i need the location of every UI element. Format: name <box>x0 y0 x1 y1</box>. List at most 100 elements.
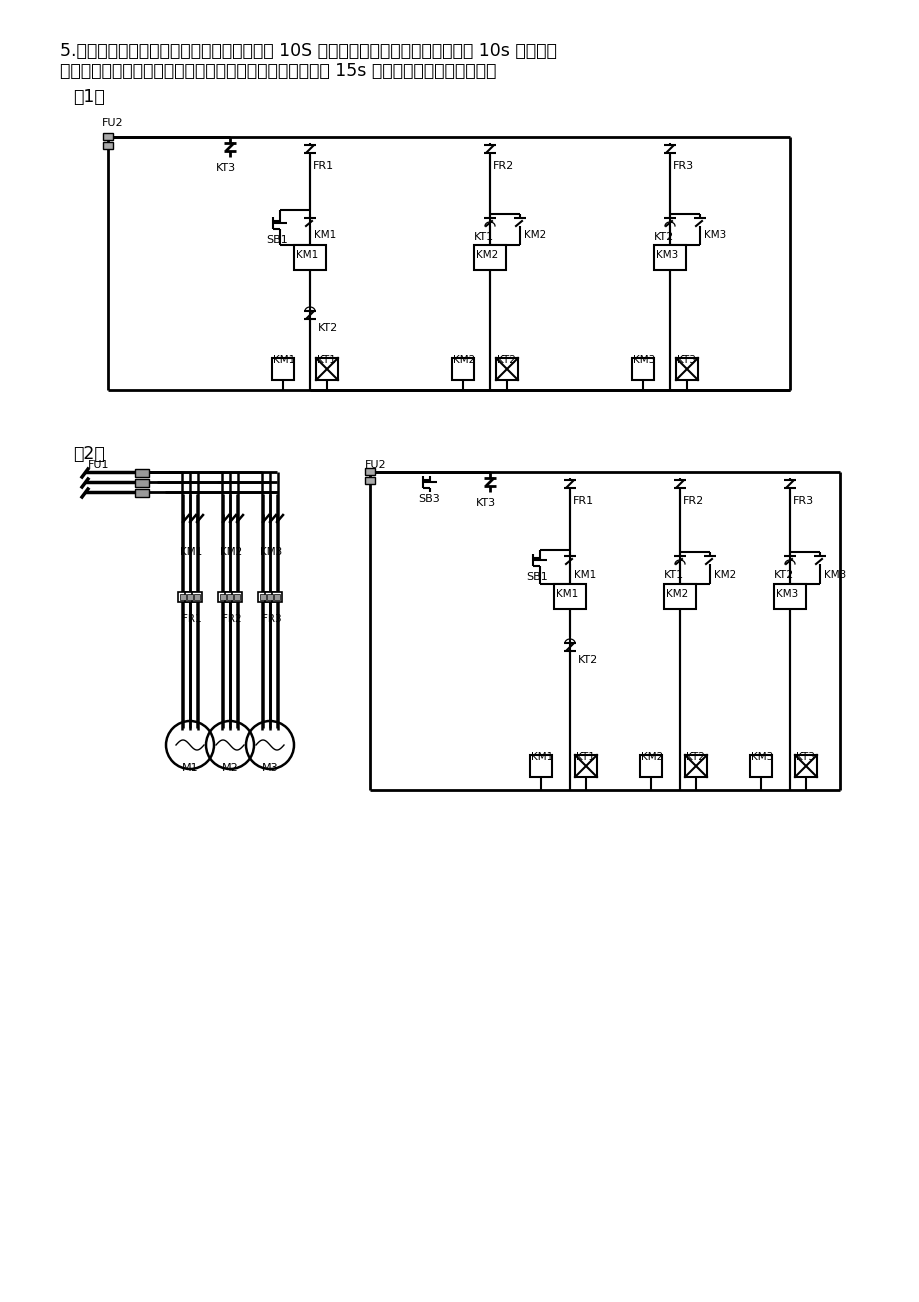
Bar <box>187 594 193 600</box>
Text: 台电动机停止运行并同时使第三台电动机自行起动，再运行 15s 后，电动机全部停止运行。: 台电动机停止运行并同时使第三台电动机自行起动，再运行 15s 后，电动机全部停止… <box>60 62 496 79</box>
Bar <box>272 592 282 602</box>
Bar <box>294 245 325 270</box>
Bar <box>794 755 816 777</box>
Text: KT3: KT3 <box>676 355 695 365</box>
Text: KM1: KM1 <box>313 230 335 240</box>
Bar <box>103 133 113 141</box>
Text: KT1: KT1 <box>473 232 494 242</box>
Text: KM2: KM2 <box>713 570 735 579</box>
Text: M3: M3 <box>261 763 278 773</box>
Bar <box>265 592 275 602</box>
Bar <box>749 755 771 777</box>
Text: FR3: FR3 <box>792 496 813 506</box>
Text: KM2: KM2 <box>220 547 242 557</box>
Bar <box>315 358 337 380</box>
Text: KM2: KM2 <box>524 230 546 240</box>
Text: KM3: KM3 <box>632 355 654 365</box>
Bar <box>451 358 473 380</box>
Bar <box>631 358 653 380</box>
Text: FR2: FR2 <box>221 615 242 624</box>
Bar <box>177 592 187 602</box>
Bar <box>225 592 234 602</box>
Text: FR1: FR1 <box>573 496 594 506</box>
Text: KM2: KM2 <box>641 753 663 762</box>
Text: KT3: KT3 <box>216 163 236 173</box>
Text: 5.设计一个控制电路，要求第一台电动机启动 10S 后，第二台电动机自行起动，运行 10s 后，第一: 5.设计一个控制电路，要求第一台电动机启动 10S 后，第二台电动机自行起动，运… <box>60 42 556 60</box>
Text: KT2: KT2 <box>773 570 793 579</box>
Bar <box>103 142 113 148</box>
Bar <box>529 755 551 777</box>
Text: KM3: KM3 <box>703 230 725 240</box>
Text: FU2: FU2 <box>365 460 386 470</box>
Bar <box>272 358 294 380</box>
Text: KT1: KT1 <box>664 570 684 579</box>
Text: FU1: FU1 <box>88 460 109 470</box>
Text: KT2: KT2 <box>496 355 516 365</box>
Bar <box>227 594 233 600</box>
Text: KM1: KM1 <box>555 589 578 599</box>
Text: KM2: KM2 <box>452 355 475 365</box>
Text: FR1: FR1 <box>312 161 334 171</box>
Bar <box>574 755 596 777</box>
Bar <box>365 467 375 475</box>
Bar <box>135 469 149 477</box>
Text: SB3: SB3 <box>417 493 439 504</box>
Bar <box>365 477 375 484</box>
Bar <box>267 594 273 600</box>
Bar <box>675 358 698 380</box>
Text: FR3: FR3 <box>262 615 281 624</box>
Text: KM3: KM3 <box>750 753 772 762</box>
Text: KM1: KM1 <box>296 250 318 260</box>
Text: SB1: SB1 <box>266 234 288 245</box>
Bar <box>233 594 240 600</box>
Bar <box>220 594 226 600</box>
Text: KT2: KT2 <box>653 232 674 242</box>
Text: KT2: KT2 <box>686 753 704 762</box>
Bar <box>653 245 686 270</box>
Text: KM3: KM3 <box>655 250 677 260</box>
Text: FR2: FR2 <box>493 161 514 171</box>
Bar <box>473 245 505 270</box>
Bar <box>232 592 242 602</box>
Text: KT1: KT1 <box>317 355 335 365</box>
Text: FR3: FR3 <box>673 161 693 171</box>
Text: （2）: （2） <box>73 445 105 464</box>
Text: KM1: KM1 <box>273 355 295 365</box>
Bar <box>135 490 149 497</box>
Text: KM3: KM3 <box>775 589 798 599</box>
Text: M1: M1 <box>181 763 199 773</box>
Text: FR2: FR2 <box>682 496 703 506</box>
Text: FR1: FR1 <box>182 615 201 624</box>
Bar <box>495 358 517 380</box>
Bar <box>257 592 267 602</box>
Text: KM2: KM2 <box>475 250 498 260</box>
Text: KM1: KM1 <box>573 570 596 579</box>
Text: KT2: KT2 <box>577 655 597 665</box>
Bar <box>192 592 202 602</box>
Text: KM3: KM3 <box>823 570 845 579</box>
Bar <box>180 594 186 600</box>
Bar <box>274 594 279 600</box>
Text: KT3: KT3 <box>795 753 814 762</box>
Bar <box>553 585 585 609</box>
Text: FU2: FU2 <box>102 118 123 128</box>
Text: M2: M2 <box>221 763 238 773</box>
Bar <box>640 755 662 777</box>
Bar <box>260 594 266 600</box>
Text: KT1: KT1 <box>575 753 595 762</box>
Bar <box>685 755 706 777</box>
Text: KM3: KM3 <box>260 547 282 557</box>
Bar <box>185 592 195 602</box>
Bar <box>664 585 696 609</box>
Text: SB1: SB1 <box>526 572 547 582</box>
Bar <box>773 585 805 609</box>
Bar <box>218 592 228 602</box>
Text: （1）: （1） <box>73 89 105 105</box>
Text: KM1: KM1 <box>530 753 552 762</box>
Bar <box>194 594 199 600</box>
Text: KT2: KT2 <box>318 323 338 333</box>
Text: KM2: KM2 <box>665 589 687 599</box>
Bar <box>135 479 149 487</box>
Text: KM1: KM1 <box>180 547 202 557</box>
Text: KT3: KT3 <box>475 497 495 508</box>
